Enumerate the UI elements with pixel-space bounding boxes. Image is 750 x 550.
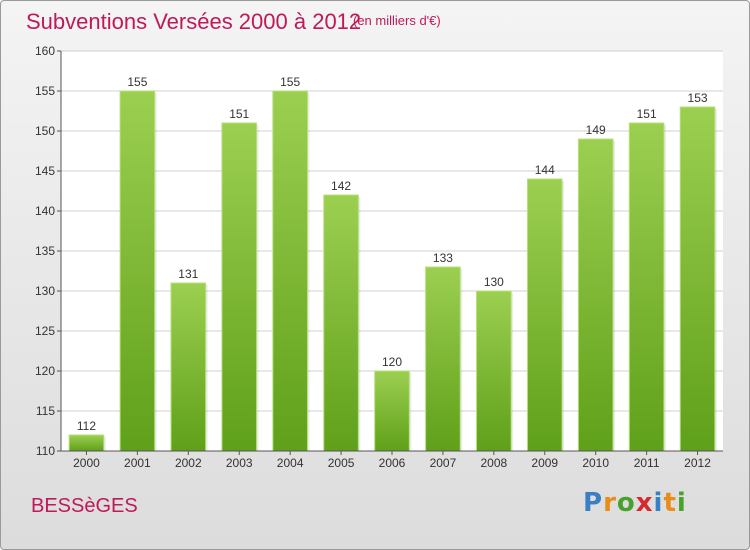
bar-value-label: 151 bbox=[637, 107, 657, 121]
logo-letter: i bbox=[676, 488, 687, 518]
bar-value-label: 120 bbox=[382, 355, 402, 369]
x-tick-label: 2000 bbox=[73, 456, 100, 470]
chart-title: Subventions Versées 2000 à 2012 bbox=[26, 9, 362, 34]
x-tick-label: 2001 bbox=[124, 456, 151, 470]
y-tick-label: 130 bbox=[35, 284, 55, 298]
bar-value-label: 151 bbox=[229, 107, 249, 121]
chart-subtitle: (en milliers d'€) bbox=[353, 13, 441, 28]
logo-letter: r bbox=[603, 488, 617, 518]
bar-value-label: 149 bbox=[586, 123, 606, 137]
bar bbox=[68, 434, 105, 452]
y-tick-label: 115 bbox=[36, 404, 55, 418]
x-tick-label: 2007 bbox=[430, 456, 457, 470]
x-tick-label: 2006 bbox=[379, 456, 406, 470]
bar-value-label: 131 bbox=[178, 267, 198, 281]
x-tick-label: 2009 bbox=[531, 456, 558, 470]
x-tick-label: 2008 bbox=[480, 456, 507, 470]
bar bbox=[323, 194, 359, 452]
y-tick-label: 145 bbox=[35, 164, 55, 178]
bar bbox=[119, 90, 156, 452]
x-tick-label: 2003 bbox=[226, 456, 253, 470]
axes: 110 115 120 125 130 135 140 145 150 155 160 2000 200… bbox=[35, 44, 723, 470]
bar-value-label: 153 bbox=[688, 91, 708, 105]
logo-letter: x bbox=[635, 488, 654, 518]
logo-letter: t bbox=[663, 488, 677, 518]
bar-value-label: 155 bbox=[127, 75, 147, 89]
bar-value-label: 142 bbox=[331, 179, 351, 193]
bar bbox=[425, 266, 461, 452]
logo-letter: i bbox=[653, 488, 664, 518]
bar-value-label: 133 bbox=[433, 251, 453, 265]
bar bbox=[221, 122, 258, 452]
city-name: BESSèGES bbox=[31, 495, 138, 517]
y-tick-label: 140 bbox=[35, 204, 55, 218]
x-tick-label: 2002 bbox=[175, 456, 202, 470]
y-tick-label: 135 bbox=[35, 244, 55, 258]
x-tick-label: 2010 bbox=[582, 456, 609, 470]
proxiti-logo[interactable]: Proxiti bbox=[583, 488, 687, 518]
bar bbox=[170, 282, 207, 452]
y-tick-label: 150 bbox=[35, 124, 55, 138]
bar-value-label: 112 bbox=[77, 419, 96, 433]
x-tick-label: 2012 bbox=[684, 456, 711, 470]
y-tick-label: 125 bbox=[35, 324, 55, 338]
bars: 112 155 131 151 155 142 120 133 130 144 149 151 153 bbox=[68, 75, 717, 452]
bar bbox=[272, 90, 308, 452]
x-tick-label: 2005 bbox=[328, 456, 355, 470]
bar bbox=[374, 370, 410, 452]
bar-value-label: 130 bbox=[484, 275, 504, 289]
bar bbox=[628, 122, 665, 452]
logo-letter: P bbox=[583, 488, 604, 518]
bar bbox=[679, 106, 716, 452]
x-tick-label: 2004 bbox=[277, 456, 304, 470]
bar-value-label: 144 bbox=[535, 163, 555, 177]
y-tick-label: 155 bbox=[35, 84, 55, 98]
y-tick-label: 160 bbox=[35, 44, 55, 58]
bar bbox=[476, 290, 512, 452]
y-tick-label: 110 bbox=[36, 444, 55, 458]
bar-value-label: 155 bbox=[280, 75, 300, 89]
bar bbox=[577, 138, 614, 452]
logo-letter: o bbox=[616, 488, 636, 518]
x-tick-label: 2011 bbox=[634, 456, 660, 470]
bar bbox=[526, 178, 563, 452]
y-tick-label: 120 bbox=[35, 364, 55, 378]
